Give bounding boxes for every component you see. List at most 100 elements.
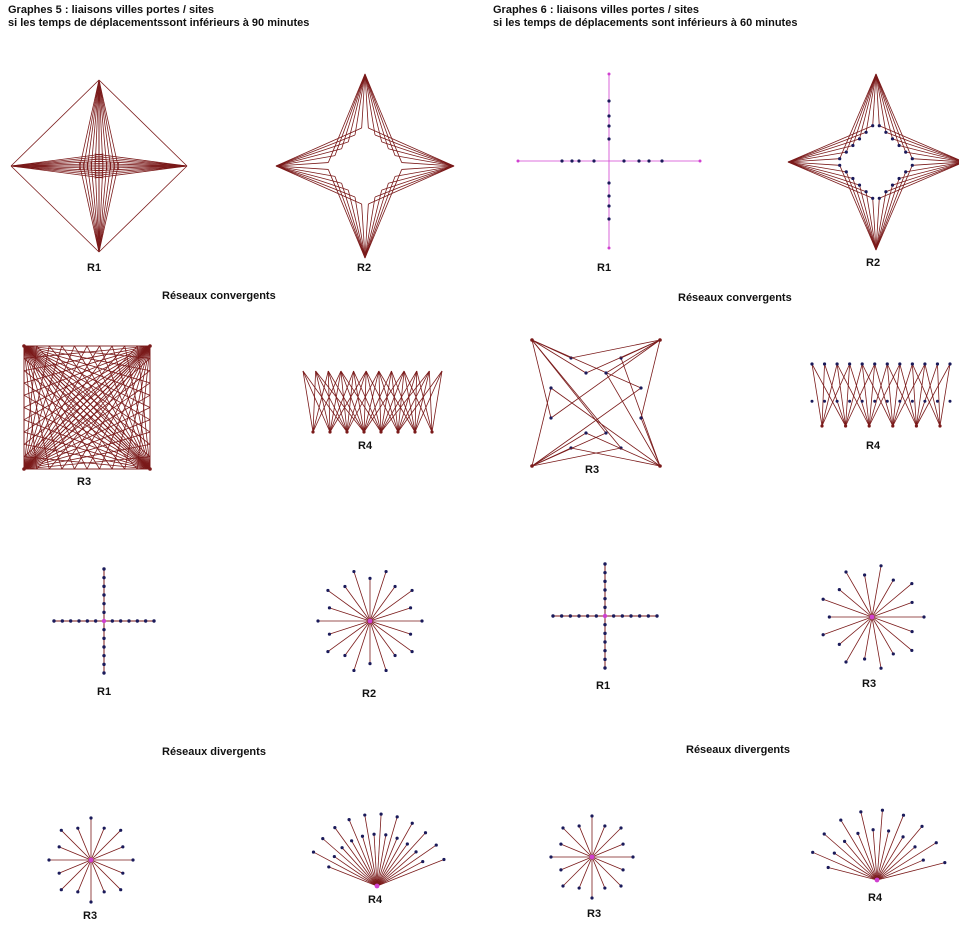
edge (364, 190, 383, 259)
node (821, 633, 825, 637)
node (85, 619, 90, 623)
node (363, 813, 367, 817)
edge (327, 370, 331, 433)
edge (859, 185, 877, 251)
node (607, 99, 611, 103)
edge (362, 836, 378, 887)
edge (380, 370, 430, 433)
node (102, 601, 106, 606)
edge (374, 165, 455, 198)
node (577, 159, 581, 163)
node (328, 430, 332, 434)
node (869, 614, 875, 620)
node (22, 467, 26, 471)
edge (531, 339, 607, 434)
edge (10, 165, 104, 179)
node (343, 584, 347, 589)
edge (560, 843, 593, 858)
edge (354, 73, 366, 136)
node (631, 855, 635, 859)
node (862, 657, 867, 661)
node (647, 159, 651, 163)
node (594, 614, 599, 618)
edge (322, 838, 378, 887)
node (867, 424, 871, 428)
edge (98, 79, 104, 171)
node (637, 614, 642, 618)
edge (585, 432, 661, 467)
node (603, 657, 607, 662)
node (603, 640, 607, 644)
edge (875, 191, 887, 251)
node (414, 850, 418, 854)
node (620, 614, 625, 618)
node (410, 821, 414, 825)
edge (381, 165, 455, 191)
edge (376, 844, 437, 887)
node (885, 362, 889, 366)
edge (397, 370, 430, 433)
node (660, 159, 664, 163)
node (374, 883, 380, 889)
node (321, 837, 325, 841)
node (880, 808, 885, 812)
edge (852, 73, 877, 146)
edge (98, 161, 112, 253)
edge (23, 345, 63, 470)
left-convergent-caption: Réseaux convergents (162, 290, 276, 302)
node (590, 814, 594, 818)
edge (364, 73, 389, 149)
node (577, 886, 581, 890)
edge (821, 363, 851, 427)
edge (861, 363, 870, 427)
edge (591, 843, 624, 858)
node (898, 362, 902, 366)
edge (327, 620, 371, 652)
edge (86, 79, 100, 171)
edge (811, 363, 846, 427)
edge (376, 843, 408, 887)
edge (61, 859, 92, 890)
left-panel-title: Graphes 5 : liaisons villes portes / sit… (8, 4, 309, 30)
edge (275, 165, 336, 177)
right-r4-divergent-label: R4 (868, 892, 883, 904)
node (910, 157, 914, 161)
node (948, 399, 952, 403)
node (607, 217, 611, 221)
edge (275, 165, 362, 205)
edge (275, 141, 349, 167)
edge (376, 838, 398, 887)
edge (315, 370, 365, 433)
edge (23, 345, 138, 470)
right-convergent-caption: Réseaux convergents (678, 292, 792, 304)
node (891, 578, 895, 582)
node (835, 399, 839, 403)
edge (886, 363, 917, 427)
node (821, 597, 825, 601)
edge (275, 127, 362, 167)
node (923, 362, 927, 366)
edge (376, 834, 387, 887)
edge (823, 833, 878, 881)
edge (839, 616, 873, 645)
edge (787, 161, 840, 166)
edge (875, 185, 893, 251)
edge (381, 141, 455, 167)
node (877, 196, 881, 200)
node (938, 424, 942, 428)
node (530, 338, 534, 342)
node (844, 424, 848, 428)
node (551, 614, 555, 618)
edge (78, 161, 100, 253)
edge (275, 148, 342, 167)
node (607, 72, 611, 76)
edge (346, 370, 354, 433)
edge (98, 79, 112, 171)
edge (871, 602, 913, 618)
edge (864, 574, 873, 618)
right-panel-title: Graphes 6 : liaisons villes portes / sit… (493, 4, 797, 30)
edge (872, 198, 877, 251)
node (327, 632, 332, 636)
edge (787, 158, 840, 163)
right-divergent-caption: Réseaux divergents (686, 744, 790, 756)
